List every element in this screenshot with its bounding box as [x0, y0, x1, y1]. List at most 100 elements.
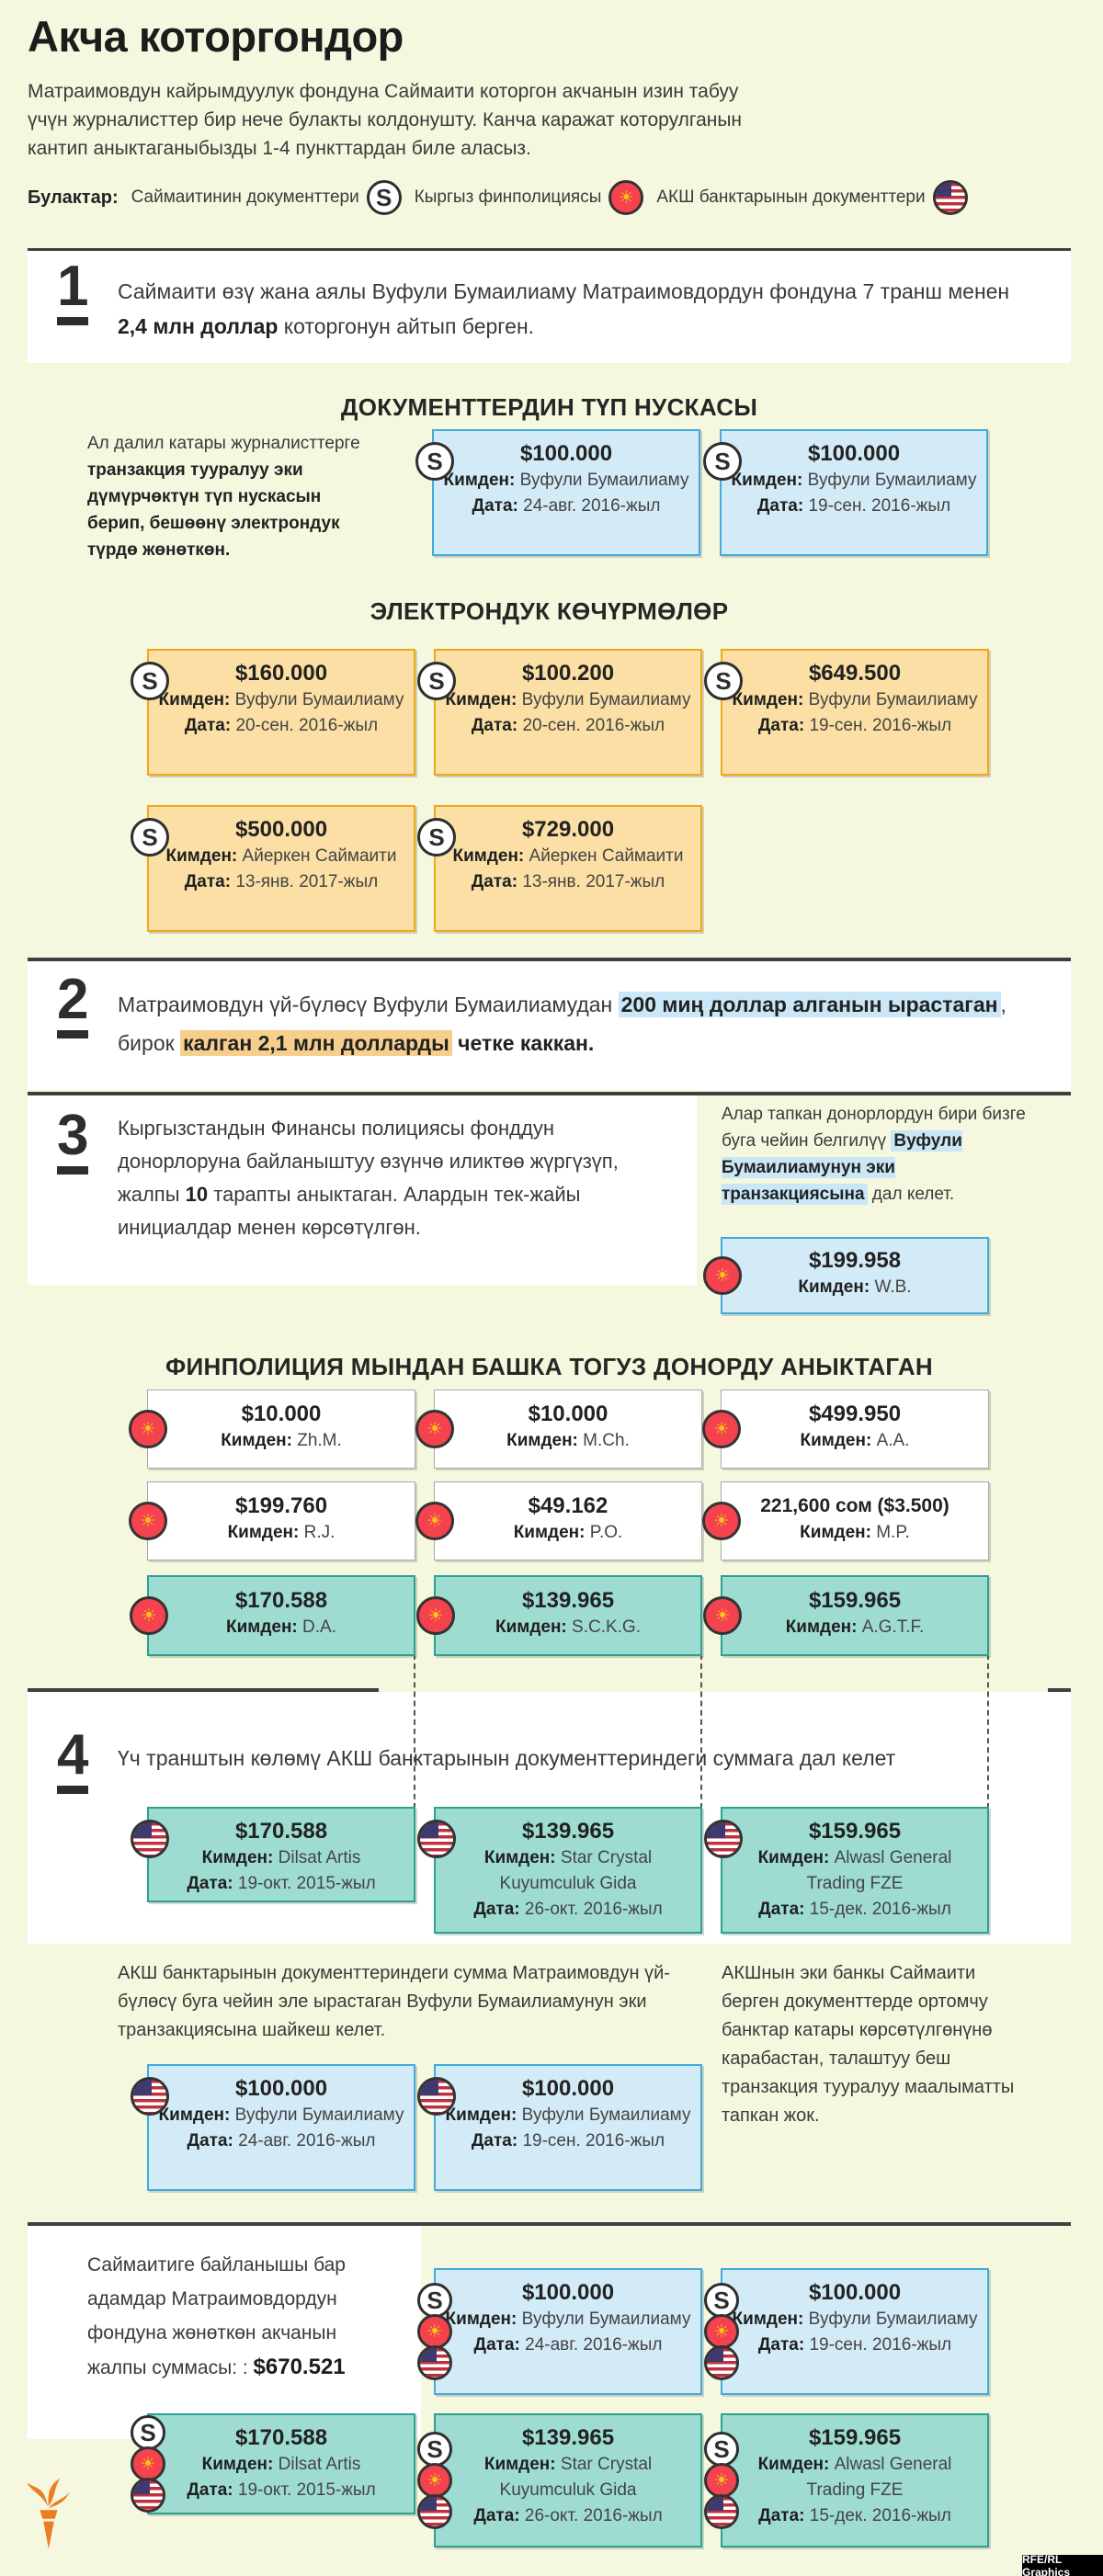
saimaiti-documents-icon: S: [703, 442, 742, 481]
card-amount: $100.000: [808, 2280, 902, 2305]
card-from: Кимден: Dilsat Artis: [201, 1848, 361, 1867]
card-from: Кимден: Вуфули Бумаилиаму: [443, 471, 689, 490]
card-from: Кимден: Dilsat Artis: [201, 2455, 361, 2474]
card-date: Дата: 26-окт. 2016-жыл: [473, 2506, 663, 2525]
connector-dashed-line: [700, 1654, 702, 1809]
original-receipt-card: S $100.000 Кимден: Вуфули Бумаилиаму Дат…: [703, 429, 988, 556]
card-from: Кимден: A.G.T.F.: [785, 1617, 925, 1637]
card-from: Кимден: S.C.K.G.: [495, 1617, 641, 1637]
section-2-box: [28, 961, 1071, 1090]
us-flag-icon: [704, 2494, 739, 2529]
card-date: Дата: 19-сен. 2016-жыл: [756, 496, 951, 516]
card-from: Кимден: Вуфули Бумаилиаму: [158, 2105, 404, 2125]
saimaiti-documents-icon: S: [415, 442, 454, 481]
us-bank-card: $159.965 Кимден: Alwasl General Trading …: [704, 1807, 989, 1934]
donor-card: ☀ $10.000 Кимден: M.Ch.: [415, 1390, 702, 1469]
summary-text: Саймаитиге байланышы бар адамдар Матраим…: [87, 2248, 395, 2385]
card-amount: $10.000: [528, 1401, 608, 1426]
section-3-text-bold: 10: [185, 1183, 209, 1206]
combined-source-card: S ☀ $170.588 Кимден: Dilsat Artis Дата: …: [131, 2413, 415, 2514]
section-1-number: 1: [57, 258, 88, 325]
card-date: Дата: 20-сен. 2016-жыл: [184, 716, 379, 735]
kyrgyz-flag-icon: ☀: [130, 1596, 168, 1635]
card-amount: $100.000: [519, 441, 613, 466]
icon-stack: S ☀: [131, 2415, 165, 2513]
card-from: Кимден: Айеркен Саймаити: [165, 846, 397, 866]
us-flag-icon: [704, 1820, 743, 1858]
kyrgyz-flag-icon: ☀: [608, 180, 644, 215]
us-bank-receipt-card: $100.000 Кимден: Вуфули Бумаилиаму Дата:…: [131, 2064, 415, 2191]
saimaiti-documents-icon: S: [366, 180, 402, 215]
icon-stack: S ☀: [704, 2432, 739, 2529]
rferl-torch-logo: [26, 2478, 70, 2549]
section-3-side-pre: Алар тапкан донорлордун бири бизге буга …: [722, 1105, 1026, 1151]
us-flag-icon: [417, 1820, 456, 1858]
section-1-text-pre: Саймаити өзү жана аялы Вуфули Бумаилиаму…: [118, 279, 1010, 303]
kyrgyz-flag-icon: ☀: [704, 2314, 739, 2349]
section-2-text-pre: Матраимовдун үй-бүлөсү Вуфули Бумаилиаму…: [118, 993, 619, 1016]
card-from: Кимден: M.Ch.: [506, 1430, 630, 1450]
kyrgyz-flag-icon: ☀: [702, 1502, 741, 1540]
section-3-box: [28, 1095, 697, 1285]
card-amount: $100.000: [234, 2076, 328, 2101]
us-flag-icon: [417, 2494, 452, 2529]
card-date: Дата: 19-окт. 2015-жыл: [187, 2480, 376, 2500]
originals-note-pre: Ал далил катары журналисттерге: [87, 434, 360, 453]
section-3-side-post: дал келет.: [867, 1185, 955, 1204]
section-2-highlight-blue: 200 миң доллар алганын ырастаган: [618, 992, 1001, 1017]
saimaiti-documents-icon: S: [131, 2415, 165, 2450]
us-bank-receipt-card: $100.000 Кимден: Вуфули Бумаилиаму Дата:…: [417, 2064, 702, 2191]
card-amount: $159.965: [808, 2425, 902, 2450]
originals-heading: ДОКУМЕНТТЕРДИН ТҮП НУСКАСЫ: [340, 393, 758, 421]
card-date: Дата: 15-дек. 2016-жыл: [758, 1900, 951, 1919]
divider: [28, 1092, 1071, 1095]
kyrgyz-flag-icon: ☀: [416, 1596, 455, 1635]
copy-card: S $729.000 Кимден: Айеркен Саймаити Дата…: [417, 805, 702, 932]
kyrgyz-flag-icon: ☀: [417, 2314, 452, 2349]
section-4-number: 4: [57, 1727, 88, 1794]
saimaiti-documents-icon: S: [417, 818, 456, 857]
kyrgyz-flag-icon: ☀: [131, 2446, 165, 2481]
card-date: Дата: 13-янв. 2017-жыл: [184, 872, 379, 891]
original-receipt-card: S $100.000 Кимден: Вуфули Бумаилиаму Дат…: [415, 429, 700, 556]
card-date: Дата: 24-авг. 2016-жыл: [473, 2335, 663, 2355]
card-from: Кимден: M.P.: [800, 1522, 910, 1542]
saimaiti-documents-icon: S: [704, 662, 743, 700]
card-amount: $499.950: [808, 1401, 902, 1426]
us-flag-icon: [417, 2077, 456, 2116]
section-2-text-post: четке каккан.: [451, 1031, 595, 1055]
card-date: Дата: 24-авг. 2016-жыл: [187, 2131, 376, 2150]
us-flag-icon: [704, 2345, 739, 2380]
us-flag-icon: [417, 2345, 452, 2380]
section-4-headline: Үч транштын көлөмү АКШ банктарынын докум…: [118, 1746, 896, 1770]
saimaiti-documents-icon: S: [417, 2432, 452, 2467]
section-2-number: 2: [57, 971, 88, 1038]
card-from: Кимден: Вуфули Бумаилиаму: [445, 2309, 691, 2329]
icon-stack: S ☀: [704, 2283, 739, 2380]
kyrgyz-flag-icon: ☀: [703, 1256, 742, 1295]
card-date: Дата: 19-сен. 2016-жыл: [471, 2131, 665, 2150]
card-date: Дата: 26-окт. 2016-жыл: [473, 1900, 663, 1919]
card-amount: $100.000: [807, 441, 901, 466]
intro-text: Матраимовдун кайрымдуулук фондуна Саймаи…: [28, 81, 743, 159]
copies-heading: ЭЛЕКТРОНДУК КӨЧҮРМӨЛӨР: [370, 597, 729, 625]
card-from: Кимден: Вуфули Бумаилиаму: [732, 2309, 978, 2329]
source-saimaiti-label: Саймаитинин документтери: [131, 187, 359, 207]
section-1-text: Саймаити өзү жана аялы Вуфули Бумаилиаму…: [118, 274, 1037, 344]
donor-card: ☀ 221,600 сом ($3.500) Кимден: M.P.: [702, 1481, 989, 1560]
sources-row: Булактар: Саймаитинин документтери S Кыр…: [28, 180, 968, 215]
section-3-text-pre: Кыргызстандын Финансы полициясы фонддун …: [118, 1117, 619, 1206]
finpolice-donor-card: ☀ $199.958 Кимден: W.B.: [703, 1237, 989, 1314]
donor-card: ☀ $10.000 Кимден: Zh.M.: [129, 1390, 415, 1469]
copy-card: S $500.000 Кимден: Айеркен Саймаити Дата…: [131, 805, 415, 932]
card-from: Кимден: Вуфули Бумаилиаму: [732, 690, 978, 709]
section-3-number: 3: [57, 1107, 88, 1175]
card-amount: $199.760: [234, 1492, 328, 1518]
card-from: Кимден: Айеркен Саймаити: [452, 846, 684, 866]
card-from: Кимден: Вуфули Бумаилиаму: [158, 690, 404, 709]
kyrgyz-flag-icon: ☀: [129, 1410, 167, 1448]
card-from: Кимден: Alwasl General Trading FZE: [757, 1848, 952, 1893]
card-from: Кимден: Вуфули Бумаилиаму: [731, 471, 977, 490]
saimaiti-documents-icon: S: [131, 662, 169, 700]
